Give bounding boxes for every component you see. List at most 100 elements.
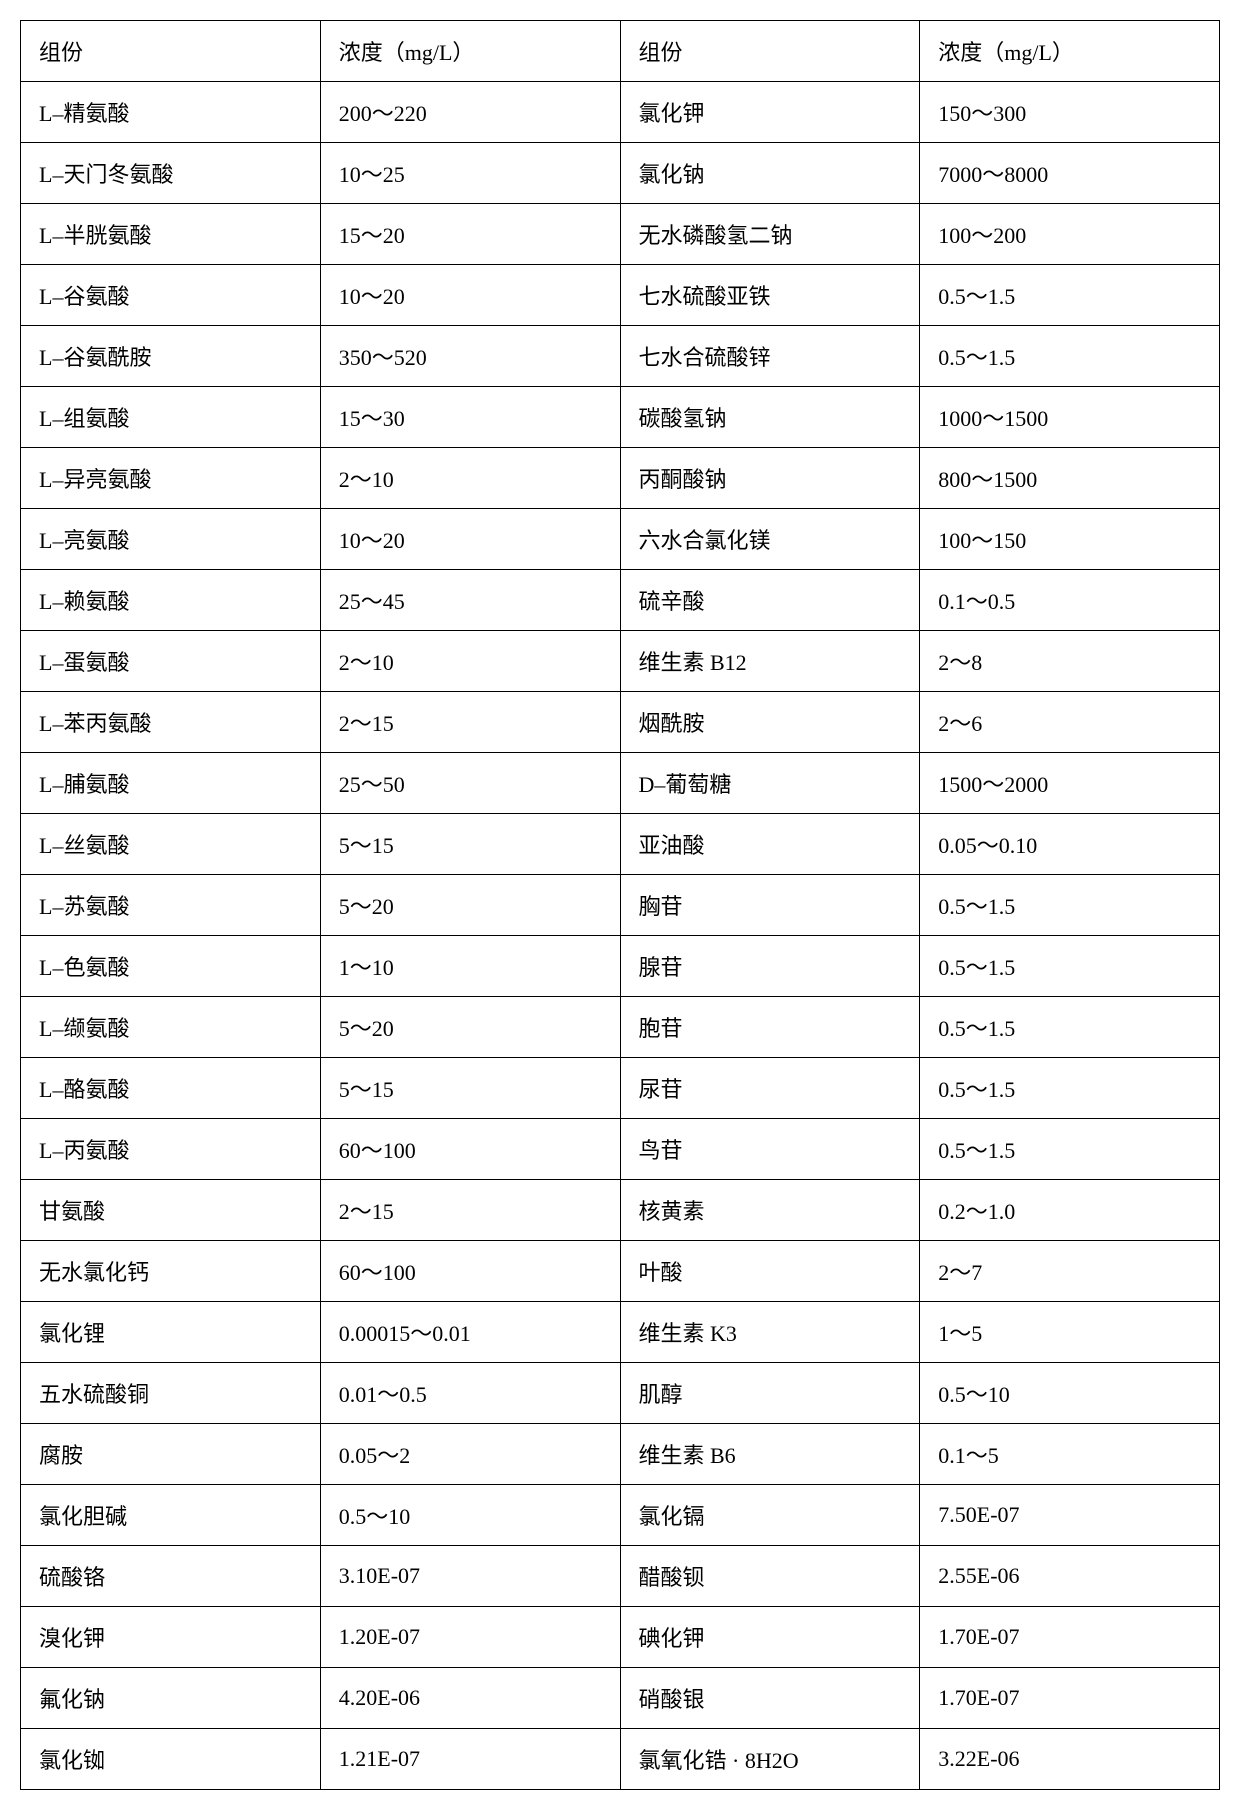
table-row: L–色氨酸1～10腺苷0.5～1.5 bbox=[21, 936, 1220, 997]
table-cell: 0.5～1.5 bbox=[920, 1058, 1220, 1119]
composition-table: 组份 浓度（mg/L） 组份 浓度（mg/L） L–精氨酸200～220氯化钾1… bbox=[20, 20, 1220, 1790]
table-cell: 7.50E-07 bbox=[920, 1485, 1220, 1546]
table-cell: L–丝氨酸 bbox=[21, 814, 321, 875]
table-row: L–苯丙氨酸2～15烟酰胺2～6 bbox=[21, 692, 1220, 753]
table-row: L–谷氨酸10～20七水硫酸亚铁0.5～1.5 bbox=[21, 265, 1220, 326]
table-row: 五水硫酸铜0.01～0.5肌醇0.5～10 bbox=[21, 1363, 1220, 1424]
table-cell: 醋酸钡 bbox=[620, 1546, 920, 1607]
table-cell: 15～20 bbox=[320, 204, 620, 265]
table-row: L–丙氨酸60～100鸟苷0.5～1.5 bbox=[21, 1119, 1220, 1180]
table-cell: 氯化钾 bbox=[620, 82, 920, 143]
table-row: 甘氨酸2～15核黄素0.2～1.0 bbox=[21, 1180, 1220, 1241]
table-cell: L–天门冬氨酸 bbox=[21, 143, 321, 204]
table-row: L–天门冬氨酸10～25氯化钠7000～8000 bbox=[21, 143, 1220, 204]
table-cell: 五水硫酸铜 bbox=[21, 1363, 321, 1424]
table-cell: 硫酸铬 bbox=[21, 1546, 321, 1607]
table-cell: 350～520 bbox=[320, 326, 620, 387]
table-cell: L–色氨酸 bbox=[21, 936, 321, 997]
table-cell: 六水合氯化镁 bbox=[620, 509, 920, 570]
table-cell: 肌醇 bbox=[620, 1363, 920, 1424]
table-cell: L–苏氨酸 bbox=[21, 875, 321, 936]
table-cell: 0.5～1.5 bbox=[920, 265, 1220, 326]
table-cell: 尿苷 bbox=[620, 1058, 920, 1119]
table-cell: 氯化胆碱 bbox=[21, 1485, 321, 1546]
table-cell: 0.5～1.5 bbox=[920, 997, 1220, 1058]
table-row: L–异亮氨酸2～10丙酮酸钠800～1500 bbox=[21, 448, 1220, 509]
table-cell: 七水硫酸亚铁 bbox=[620, 265, 920, 326]
table-cell: 2～15 bbox=[320, 692, 620, 753]
table-row: 无水氯化钙60～100叶酸2～7 bbox=[21, 1241, 1220, 1302]
col-header: 组份 bbox=[21, 21, 321, 82]
table-header-row: 组份 浓度（mg/L） 组份 浓度（mg/L） bbox=[21, 21, 1220, 82]
table-cell: 60～100 bbox=[320, 1241, 620, 1302]
table-cell: 碳酸氢钠 bbox=[620, 387, 920, 448]
table-cell: 硝酸银 bbox=[620, 1668, 920, 1729]
table-cell: 1～10 bbox=[320, 936, 620, 997]
table-cell: L–蛋氨酸 bbox=[21, 631, 321, 692]
table-cell: 3.22E-06 bbox=[920, 1729, 1220, 1790]
table-row: L–半胱氨酸15～20无水磷酸氢二钠100～200 bbox=[21, 204, 1220, 265]
table-cell: L–缬氨酸 bbox=[21, 997, 321, 1058]
table-cell: 2～7 bbox=[920, 1241, 1220, 1302]
table-cell: 10～20 bbox=[320, 509, 620, 570]
table-cell: 100～150 bbox=[920, 509, 1220, 570]
table-cell: L–苯丙氨酸 bbox=[21, 692, 321, 753]
table-cell: 氯化锂 bbox=[21, 1302, 321, 1363]
table-cell: 2～15 bbox=[320, 1180, 620, 1241]
table-row: L–蛋氨酸2～10维生素 B122～8 bbox=[21, 631, 1220, 692]
table-cell: 0.1～0.5 bbox=[920, 570, 1220, 631]
table-cell: 丙酮酸钠 bbox=[620, 448, 920, 509]
table-cell: 甘氨酸 bbox=[21, 1180, 321, 1241]
table-cell: 1.70E-07 bbox=[920, 1668, 1220, 1729]
table-cell: 0.5～10 bbox=[320, 1485, 620, 1546]
table-cell: 0.5～10 bbox=[920, 1363, 1220, 1424]
table-cell: 氯化铷 bbox=[21, 1729, 321, 1790]
table-cell: 4.20E-06 bbox=[320, 1668, 620, 1729]
table-cell: 0.5～1.5 bbox=[920, 326, 1220, 387]
table-cell: L–丙氨酸 bbox=[21, 1119, 321, 1180]
table-cell: 60～100 bbox=[320, 1119, 620, 1180]
table-cell: L–谷氨酰胺 bbox=[21, 326, 321, 387]
table-cell: 氯化镉 bbox=[620, 1485, 920, 1546]
table-cell: 硫辛酸 bbox=[620, 570, 920, 631]
table-cell: 0.05～2 bbox=[320, 1424, 620, 1485]
table-row: L–组氨酸15～30碳酸氢钠1000～1500 bbox=[21, 387, 1220, 448]
table-cell: 25～45 bbox=[320, 570, 620, 631]
col-header: 浓度（mg/L） bbox=[320, 21, 620, 82]
table-row: 硫酸铬3.10E-07醋酸钡2.55E-06 bbox=[21, 1546, 1220, 1607]
table-cell: L–异亮氨酸 bbox=[21, 448, 321, 509]
table-cell: 胞苷 bbox=[620, 997, 920, 1058]
table-row: 氯化铷1.21E-07氯氧化锆 · 8H2O3.22E-06 bbox=[21, 1729, 1220, 1790]
table-cell: L–半胱氨酸 bbox=[21, 204, 321, 265]
table-cell: 5～15 bbox=[320, 814, 620, 875]
col-header: 组份 bbox=[620, 21, 920, 82]
table-cell: 2.55E-06 bbox=[920, 1546, 1220, 1607]
table-row: L–脯氨酸25～50D–葡萄糖1500～2000 bbox=[21, 753, 1220, 814]
table-cell: 15～30 bbox=[320, 387, 620, 448]
table-cell: 10～25 bbox=[320, 143, 620, 204]
table-cell: 150～300 bbox=[920, 82, 1220, 143]
table-cell: 0.5～1.5 bbox=[920, 875, 1220, 936]
table-cell: 0.2～1.0 bbox=[920, 1180, 1220, 1241]
table-cell: 1～5 bbox=[920, 1302, 1220, 1363]
table-cell: 10～20 bbox=[320, 265, 620, 326]
table-cell: L–酪氨酸 bbox=[21, 1058, 321, 1119]
table-body: L–精氨酸200～220氯化钾150～300L–天门冬氨酸10～25氯化钠700… bbox=[21, 82, 1220, 1790]
table-cell: 1.21E-07 bbox=[320, 1729, 620, 1790]
table-cell: 维生素 K3 bbox=[620, 1302, 920, 1363]
table-cell: 0.01～0.5 bbox=[320, 1363, 620, 1424]
table-cell: 1.20E-07 bbox=[320, 1607, 620, 1668]
table-cell: 叶酸 bbox=[620, 1241, 920, 1302]
table-cell: 2～10 bbox=[320, 631, 620, 692]
table-cell: 腺苷 bbox=[620, 936, 920, 997]
table-cell: 5～20 bbox=[320, 875, 620, 936]
table-row: 溴化钾1.20E-07碘化钾1.70E-07 bbox=[21, 1607, 1220, 1668]
table-row: L–亮氨酸10～20六水合氯化镁100～150 bbox=[21, 509, 1220, 570]
table-cell: 氯化钠 bbox=[620, 143, 920, 204]
table-row: 氯化胆碱0.5～10氯化镉7.50E-07 bbox=[21, 1485, 1220, 1546]
table-cell: L–谷氨酸 bbox=[21, 265, 321, 326]
table-row: L–苏氨酸5～20胸苷0.5～1.5 bbox=[21, 875, 1220, 936]
table-cell: L–组氨酸 bbox=[21, 387, 321, 448]
table-row: L–缬氨酸5～20胞苷0.5～1.5 bbox=[21, 997, 1220, 1058]
table-cell: 腐胺 bbox=[21, 1424, 321, 1485]
